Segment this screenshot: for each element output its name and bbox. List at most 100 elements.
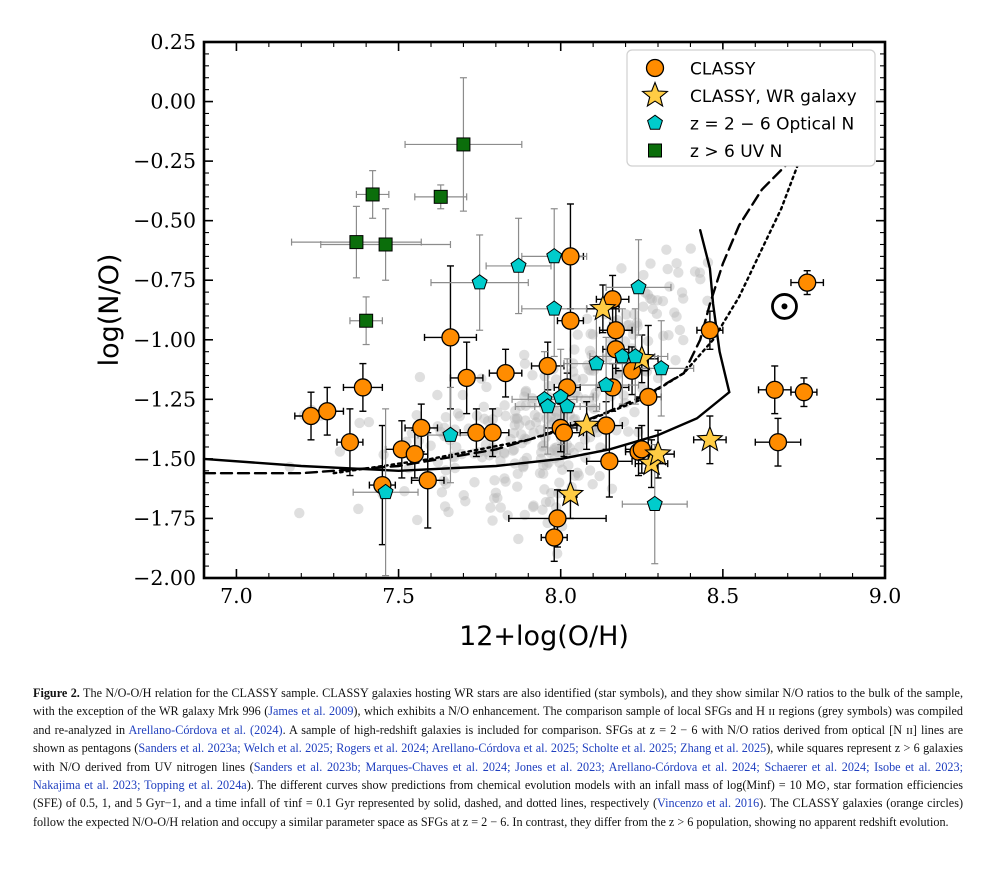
comparison-point [334, 446, 346, 457]
comparison-point [499, 473, 510, 484]
caption-citation[interactable]: Sanders et al. 2023b; Marques-Chaves et … [33, 759, 963, 793]
comparison-point [538, 460, 549, 471]
caption-citation[interactable]: Arellano-Córdova et al. (2024) [128, 722, 283, 737]
comparison-point [500, 410, 511, 422]
y-tick-label: −1.00 [133, 328, 196, 352]
comparison-point [572, 467, 583, 479]
point-square [433, 189, 448, 204]
point-circle [457, 368, 476, 388]
legend-marker-pentagon [647, 114, 663, 130]
point-pentagon [510, 257, 527, 273]
comparison-point [492, 407, 503, 418]
point-circle [561, 311, 580, 330]
comparison-point [500, 476, 511, 487]
comparison-point [645, 258, 656, 269]
comparison-point [621, 309, 632, 320]
comparison-point [642, 289, 654, 300]
comparison-point [476, 452, 488, 463]
comparison-point [490, 487, 502, 499]
point-pentagon [588, 355, 605, 371]
legend-label: CLASSY, WR galaxy [690, 87, 857, 107]
caption-citation[interactable]: Vincenzo et al. 2016 [657, 796, 760, 811]
caption-text: . A sample of high-redshift galaxies is … [33, 722, 963, 756]
caption-citation[interactable]: James et al. 2009 [268, 704, 354, 719]
comparison-point [674, 324, 686, 336]
comparison-point [628, 309, 640, 320]
comparison-point [644, 293, 656, 304]
y-tick-label: −0.25 [133, 149, 196, 173]
comparison-point [495, 455, 506, 467]
comparison-point [584, 465, 596, 476]
comparison-point [669, 307, 680, 318]
point-circle [405, 444, 424, 464]
legend-marker-circle [645, 58, 665, 78]
comparison-point [520, 400, 531, 411]
point-circle [340, 433, 360, 452]
comparison-point [638, 301, 649, 312]
comparison-point [579, 434, 591, 445]
comparison-point [618, 390, 629, 401]
comparison-point [587, 329, 599, 340]
comparison-point [618, 416, 630, 428]
comparison-point [515, 400, 526, 411]
point-circle [798, 273, 817, 292]
comparison-point [678, 293, 689, 304]
y-tick-label: 0.25 [150, 30, 196, 54]
comparison-point [489, 475, 500, 486]
point-square [365, 187, 380, 202]
caption-text: The N/O-O/H relation for the CLASSY samp… [33, 686, 963, 719]
comparison-point [498, 447, 510, 458]
comparison-point [452, 408, 464, 419]
point-circle [496, 363, 515, 383]
comparison-point [622, 320, 633, 331]
comparison-point [436, 487, 448, 498]
point-star [572, 410, 601, 438]
comparison-point [482, 415, 494, 427]
point-circle [700, 321, 720, 340]
comparison-point [425, 440, 436, 451]
comparison-point [294, 507, 305, 519]
comparison-point [678, 334, 689, 346]
legend-label: z > 6 UV N [690, 142, 782, 162]
comparison-point [581, 313, 593, 325]
comparison-point [544, 446, 555, 458]
comparison-point [622, 426, 634, 437]
comparison-point [594, 470, 605, 482]
comparison-point [440, 465, 452, 476]
comparison-point [657, 295, 669, 307]
comparison-point [549, 443, 560, 454]
comparison-point [539, 484, 550, 495]
comparison-point [512, 481, 523, 492]
comparison-point [451, 441, 462, 453]
point-circle [353, 378, 373, 397]
comparison-point [663, 329, 674, 341]
x-tick-label: 7.0 [220, 584, 253, 608]
caption-citation[interactable]: Sanders et al. 2023a; Welch et al. 2025;… [138, 741, 767, 756]
point-circle [483, 423, 502, 442]
comparison-point [527, 370, 538, 381]
point-circle [600, 452, 619, 471]
comparison-point [354, 417, 365, 429]
comparison-point [469, 477, 480, 488]
legend-label: z = 2 − 6 Optical N [690, 115, 854, 135]
comparison-point [629, 406, 640, 418]
model-curve-dotted [332, 164, 799, 475]
comparison-point [492, 492, 503, 504]
x-axis-label: 12+log(O/H) [459, 621, 629, 652]
comparison-point [458, 490, 469, 501]
comparison-point [661, 244, 672, 255]
caption-text: ), which exhibits a N/O enhancement. The… [33, 704, 963, 737]
point-circle [765, 380, 784, 399]
comparison-point [689, 266, 701, 277]
point-circle [412, 418, 431, 438]
point-pentagon [471, 274, 488, 290]
y-tick-label: 0.00 [150, 90, 196, 114]
comparison-point [519, 358, 531, 369]
comparison-point [530, 417, 542, 428]
axis-ticks: 7.0 7.5 8.0 8.5 9.0 0.25 0.00 −0.25 −0.50 −0.75 −1… [133, 30, 901, 608]
point-circle [318, 402, 337, 421]
legend-box [626, 49, 876, 167]
y-tick-label: −1.50 [133, 447, 196, 471]
point-pentagon [559, 398, 576, 414]
point-square [349, 235, 364, 250]
